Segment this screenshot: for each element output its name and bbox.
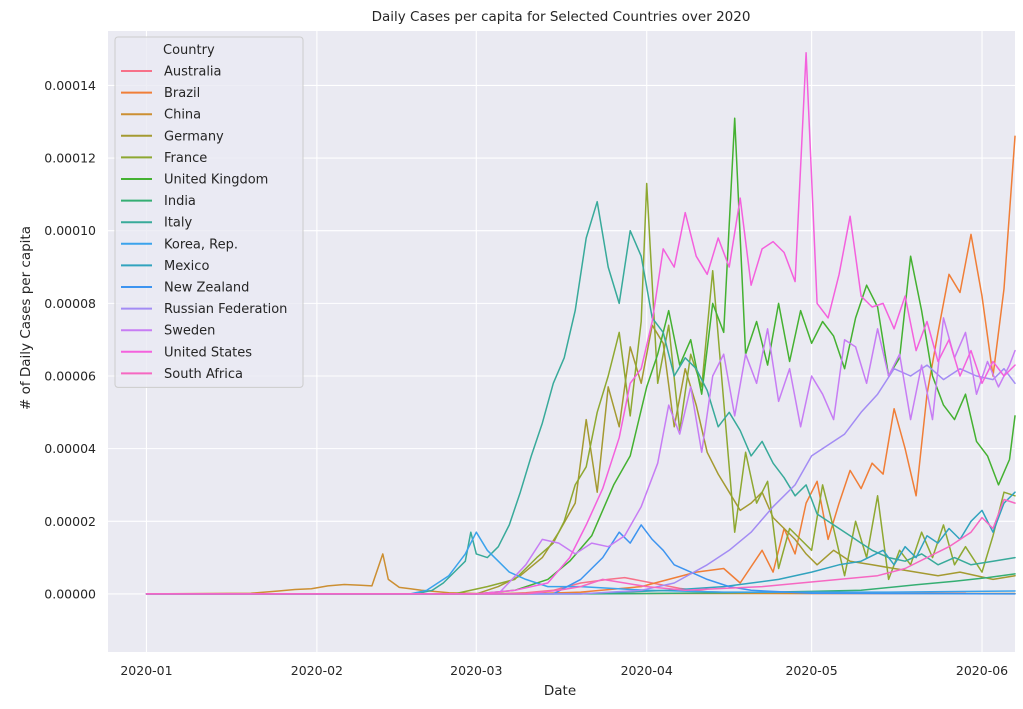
y-tick-label: 0.00002 bbox=[44, 514, 96, 529]
legend-label: Brazil bbox=[164, 86, 200, 101]
series-line-south-africa bbox=[145, 498, 1016, 595]
legend-label: South Africa bbox=[164, 367, 243, 382]
legend: Country Australia Brazil China Germany Franc… bbox=[114, 36, 304, 388]
series-line-mexico bbox=[145, 491, 1016, 595]
series-line-united-states bbox=[145, 52, 1016, 595]
x-axis-label: Date bbox=[544, 683, 576, 699]
x-tick-label: 2020-04 bbox=[621, 663, 673, 678]
series-line-germany bbox=[145, 324, 1016, 595]
series-line-united-kingdom bbox=[145, 117, 1016, 595]
legend-label: Sweden bbox=[164, 324, 215, 339]
y-tick-label: 0.00010 bbox=[44, 223, 96, 238]
y-tick-label: 0.00006 bbox=[44, 369, 96, 384]
legend-label: France bbox=[164, 151, 207, 166]
y-tick-label: 0.00008 bbox=[44, 296, 96, 311]
series-line-new-zealand bbox=[145, 524, 1016, 595]
y-tick-label: 0.00014 bbox=[44, 78, 96, 93]
x-axis-ticks: 2020-01 2020-02 2020-03 2020-04 2020-05 2020-… bbox=[120, 663, 1008, 678]
x-tick-label: 2020-03 bbox=[450, 663, 502, 678]
legend-box bbox=[114, 36, 304, 388]
series-line-sweden bbox=[145, 317, 1016, 595]
legend-label: Mexico bbox=[164, 259, 209, 274]
legend-label: Russian Federation bbox=[164, 302, 287, 317]
y-axis-ticks: 0.00000 0.00002 0.00004 0.00006 0.00008 0.000… bbox=[44, 78, 96, 601]
y-axis-label: # of Daily Cases per capita bbox=[18, 226, 34, 410]
x-tick-label: 2020-01 bbox=[120, 663, 172, 678]
legend-label: New Zealand bbox=[164, 281, 249, 296]
x-tick-label: 2020-05 bbox=[785, 663, 837, 678]
x-tick-label: 2020-02 bbox=[291, 663, 343, 678]
legend-label: India bbox=[164, 194, 196, 209]
x-tick-label: 2020-06 bbox=[956, 663, 1008, 678]
legend-label: Italy bbox=[164, 216, 193, 231]
legend-label: China bbox=[164, 108, 201, 123]
legend-label: Australia bbox=[164, 65, 222, 80]
series-line-korea-rep bbox=[145, 531, 1016, 595]
y-tick-label: 0.00004 bbox=[44, 441, 96, 456]
legend-label: Germany bbox=[164, 129, 224, 144]
legend-label: Korea, Rep. bbox=[164, 237, 238, 252]
series-line-russian-federation bbox=[145, 364, 1016, 595]
legend-label: United Kingdom bbox=[164, 173, 268, 188]
series-line-brazil bbox=[145, 135, 1016, 595]
series-line-india bbox=[145, 573, 1016, 595]
y-tick-label: 0.00000 bbox=[44, 586, 96, 601]
series-lines bbox=[145, 52, 1016, 595]
legend-title: Country bbox=[163, 43, 215, 58]
series-line-italy bbox=[145, 200, 1016, 595]
y-tick-label: 0.00012 bbox=[44, 151, 96, 166]
series-line-france bbox=[145, 182, 1016, 595]
chart-title: Daily Cases per capita for Selected Coun… bbox=[372, 9, 751, 25]
legend-label: United States bbox=[164, 345, 252, 360]
